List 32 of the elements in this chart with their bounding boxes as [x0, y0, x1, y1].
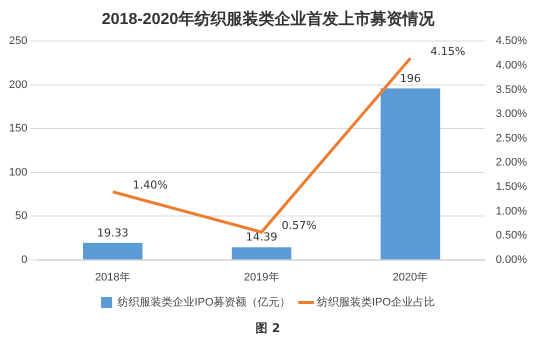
legend-label: 纺织服装类企业IPO募资额（亿元） — [118, 296, 291, 309]
bar — [232, 247, 292, 260]
y2-tick-label: 4.50% — [496, 35, 528, 48]
y2-tick-label: 2.50% — [496, 132, 528, 144]
y2-tick-label: 3.00% — [496, 108, 528, 120]
x-tick-label: 2020年 — [392, 271, 428, 284]
data-label: 19.33 — [97, 226, 129, 240]
chart-title: 2018-2020年纺织服装类企业首发上市募资情况 — [102, 10, 436, 28]
y2-tick-label: 2.00% — [496, 156, 528, 169]
bar — [83, 242, 143, 260]
bar — [380, 88, 440, 260]
data-label: 14.39 — [246, 230, 278, 244]
y2-tick-label: 0.00% — [496, 254, 528, 266]
y2-tick-label: 3.50% — [496, 84, 528, 96]
x-tick-label: 2018年 — [95, 271, 131, 284]
data-label: 0.57% — [282, 218, 317, 232]
legend-label: 纺织服装类IPO企业占比 — [317, 296, 435, 309]
data-label: 196 — [400, 72, 421, 85]
y-tick-label: 250 — [8, 35, 28, 48]
y-tick-label: 150 — [8, 122, 28, 135]
y2-tick-label: 0.50% — [496, 230, 528, 242]
data-label: 1.40% — [132, 178, 168, 192]
y-tick-label: 200 — [8, 78, 28, 91]
y2-tick-label: 1.50% — [496, 180, 528, 193]
y2-tick-label: 4.00% — [496, 60, 528, 72]
x-tick-label: 2019年 — [244, 271, 280, 284]
data-label: 4.15% — [430, 45, 466, 58]
y-tick-label: 0 — [21, 254, 28, 266]
caption: 图 2 — [254, 320, 282, 337]
y-tick-label: 50 — [15, 210, 28, 222]
y2-tick-label: 1.00% — [496, 205, 528, 218]
y-tick-label: 100 — [8, 166, 28, 178]
